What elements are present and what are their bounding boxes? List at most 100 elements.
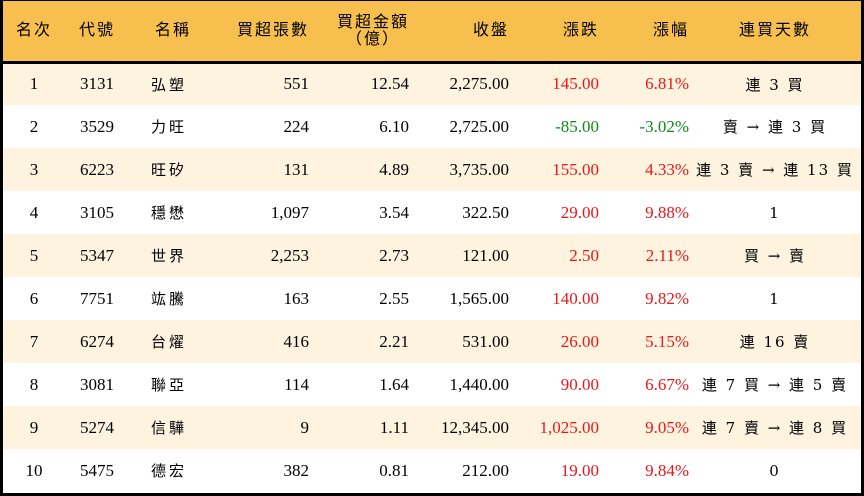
cell-close: 212.00 xyxy=(462,460,509,480)
cell-name: 信驊 xyxy=(150,419,187,437)
header-net-buy-amount: 買超金額 （億） xyxy=(309,1,409,64)
cell-name: 聯亞 xyxy=(150,376,187,394)
cell-change-pct: 5.15% xyxy=(645,331,689,351)
cell-code: 5347 xyxy=(80,245,114,265)
cell-code: 3105 xyxy=(80,202,114,222)
header-change: 漲跌 xyxy=(509,1,599,64)
cell-change: 1,025.00 xyxy=(539,417,600,437)
table-row: 10 5475 德宏 382 0.81 212.00 19.00 9.84% 0 xyxy=(3,449,861,492)
table-row: 3 6223 旺矽 131 4.89 3,735.00 155.00 4.33%… xyxy=(3,148,861,191)
cell-rank: 5 xyxy=(29,245,39,265)
cell-net-buy-amount: 2.55 xyxy=(379,288,409,308)
cell-code: 5475 xyxy=(80,460,114,480)
cell-net-buy-amount: 2.73 xyxy=(379,245,409,265)
cell-change: 145.00 xyxy=(552,74,599,94)
cell-net-buy-amount: 4.89 xyxy=(379,159,409,179)
cell-net-buy-amount: 0.81 xyxy=(379,460,409,480)
cell-net-buy-amount: 3.54 xyxy=(379,202,409,222)
header-net-buy-amount-label: 買超金額 （億） xyxy=(337,14,409,48)
cell-streak: 連 16 賣 xyxy=(739,333,811,351)
cell-name: 弘塑 xyxy=(150,75,187,94)
cell-rank: 1 xyxy=(29,74,39,94)
cell-net-buy-lots: 9 xyxy=(300,417,310,437)
cell-close: 531.00 xyxy=(462,331,509,351)
cell-streak: 買 → 賣 xyxy=(743,247,807,265)
cell-net-buy-lots: 114 xyxy=(284,374,309,394)
table-row: 4 3105 穩懋 1,097 3.54 322.50 29.00 9.88% … xyxy=(3,191,861,234)
cell-net-buy-amount: 2.21 xyxy=(379,331,409,351)
cell-close: 2,275.00 xyxy=(449,74,510,94)
cell-change-pct: 4.33% xyxy=(645,159,689,179)
cell-change: 29.00 xyxy=(560,202,599,222)
cell-net-buy-amount: 6.10 xyxy=(379,116,409,136)
cell-rank: 2 xyxy=(29,116,39,136)
cell-name: 世界 xyxy=(150,247,187,265)
cell-change-pct: 6.81% xyxy=(645,74,689,94)
header-change-pct: 漲幅 xyxy=(599,1,689,64)
header-row: 名次 代號 名稱 買超張數 買超金額 （億） 收盤 漲跌 漲幅 連買天數 xyxy=(3,1,861,64)
cell-net-buy-lots: 224 xyxy=(283,116,310,136)
cell-streak: 連 7 買 → 連 5 賣 xyxy=(701,376,849,394)
cell-code: 7751 xyxy=(80,288,114,308)
cell-code: 3081 xyxy=(80,374,114,394)
net-buy-ranking-table: 名次 代號 名稱 買超張數 買超金額 （億） 收盤 漲跌 漲幅 連買天數 1 3… xyxy=(3,1,861,492)
cell-name: 旺矽 xyxy=(150,161,187,179)
table-row: 5 5347 世界 2,253 2.73 121.00 2.50 2.11% 買… xyxy=(3,234,861,277)
cell-code: 5274 xyxy=(80,417,114,437)
cell-change-pct: 2.11% xyxy=(645,245,689,265)
cell-streak: 連 7 賣 → 連 8 買 xyxy=(701,419,849,437)
cell-change-pct: 9.88% xyxy=(645,202,689,222)
cell-change: 26.00 xyxy=(560,331,599,351)
cell-net-buy-amount: 12.54 xyxy=(370,74,409,94)
cell-rank: 10 xyxy=(25,460,43,480)
header-streak: 連買天數 xyxy=(689,1,861,64)
cell-name: 竑騰 xyxy=(150,290,187,308)
cell-net-buy-amount: 1.11 xyxy=(379,417,409,437)
cell-net-buy-lots: 551 xyxy=(283,74,310,94)
cell-close: 1,565.00 xyxy=(449,288,510,308)
header-net-buy-amount-line1: 買超金額 xyxy=(336,13,409,31)
cell-change-pct: 9.84% xyxy=(645,460,689,480)
cell-change: 155.00 xyxy=(552,159,599,179)
table-row: 6 7751 竑騰 163 2.55 1,565.00 140.00 9.82%… xyxy=(3,277,861,320)
cell-streak: 連 3 賣 → 連 13 買 xyxy=(696,161,854,179)
cell-streak: 0 xyxy=(769,461,781,480)
cell-close: 3,735.00 xyxy=(449,159,510,179)
cell-change: 90.00 xyxy=(560,374,599,394)
cell-name: 穩懋 xyxy=(150,204,187,222)
cell-net-buy-lots: 2,253 xyxy=(270,245,309,265)
header-name: 名稱 xyxy=(129,1,209,64)
table-row: 7 6274 台燿 416 2.21 531.00 26.00 5.15% 連 … xyxy=(3,320,861,363)
cell-rank: 7 xyxy=(29,331,39,351)
cell-rank: 6 xyxy=(29,288,39,308)
cell-code: 6223 xyxy=(80,159,114,179)
table-body: 1 3131 弘塑 551 12.54 2,275.00 145.00 6.81… xyxy=(3,62,861,492)
cell-rank: 9 xyxy=(29,417,39,437)
cell-rank: 8 xyxy=(29,374,39,394)
table-row: 9 5274 信驊 9 1.11 12,345.00 1,025.00 9.05… xyxy=(3,406,861,449)
cell-name: 台燿 xyxy=(150,333,187,351)
table-row: 8 3081 聯亞 114 1.64 1,440.00 90.00 6.67% … xyxy=(3,363,861,406)
cell-close: 12,345.00 xyxy=(441,417,509,437)
cell-net-buy-lots: 382 xyxy=(283,460,310,480)
table-row: 2 3529 力旺 224 6.10 2,725.00 -85.00 -3.02… xyxy=(3,105,861,148)
cell-net-buy-amount: 1.64 xyxy=(379,374,409,394)
cell-name: 力旺 xyxy=(150,118,187,136)
cell-streak: 賣 → 連 3 買 xyxy=(722,118,828,136)
cell-change-pct: -3.02% xyxy=(639,116,689,136)
cell-close: 121.00 xyxy=(462,245,509,265)
cell-change: 140.00 xyxy=(552,288,599,308)
cell-close: 2,725.00 xyxy=(449,116,510,136)
cell-change-pct: 9.05% xyxy=(645,417,689,437)
cell-net-buy-lots: 163 xyxy=(283,288,310,308)
cell-streak: 1 xyxy=(769,203,781,222)
header-close: 收盤 xyxy=(409,1,509,64)
cell-net-buy-lots: 1,097 xyxy=(270,202,309,222)
cell-change: -85.00 xyxy=(555,116,599,136)
header-net-buy-amount-line2: （億） xyxy=(345,30,400,48)
cell-change-pct: 6.67% xyxy=(645,374,689,394)
cell-code: 3529 xyxy=(80,116,114,136)
cell-close: 1,440.00 xyxy=(449,374,510,394)
cell-code: 3131 xyxy=(80,74,114,94)
